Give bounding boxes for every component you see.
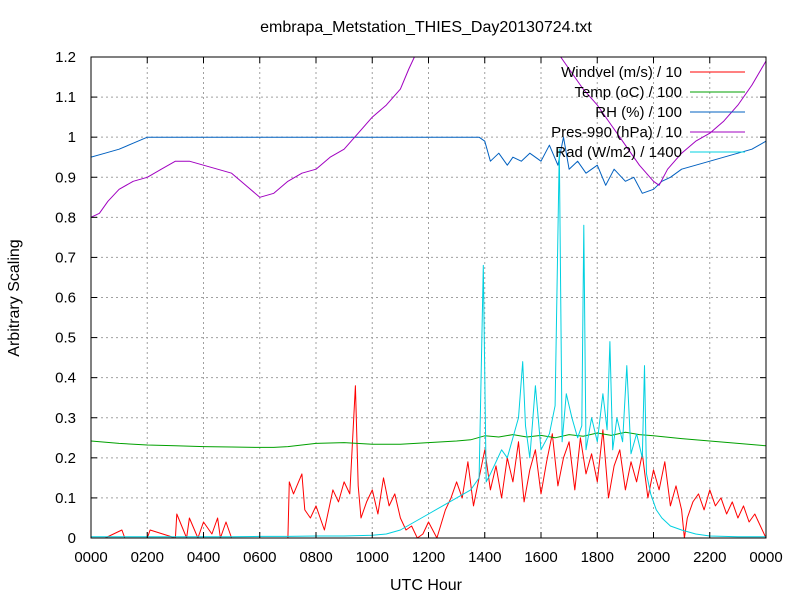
y-tick-label: 1.2 (55, 49, 76, 66)
series-line-1 (91, 385, 766, 538)
x-tick-label: 0200 (131, 549, 164, 566)
series-line-5 (91, 148, 766, 538)
x-tick-label: 2200 (693, 549, 726, 566)
x-tick-label: 0000 (749, 549, 782, 566)
x-tick-label: 1400 (468, 549, 501, 566)
legend: Windvel (m/s) / 10 Temp (oC) / 100 RH (%) … (551, 64, 745, 161)
legend-item: Temp (oC) / 100 (574, 84, 745, 101)
series-line-4 (91, 57, 766, 218)
y-tick-label: 0.8 (55, 209, 76, 226)
x-tick-label: 0400 (187, 549, 220, 566)
y-tick-label: 0 (68, 530, 76, 547)
x-tick-label: 0800 (299, 549, 332, 566)
x-axis-title: UTC Hour (390, 577, 463, 594)
legend-label: Temp (oC) / 100 (574, 84, 682, 101)
y-tick-label: 0.6 (55, 290, 76, 307)
legend-item: Windvel (m/s) / 10 (561, 64, 745, 81)
axes: 0 0.1 0.2 0.3 0.4 0.5 0.6 0.7 0.8 0.9 1 1.1 1.2 0000 0… (55, 49, 783, 566)
legend-label: Rad (W/m2) / 1400 (555, 144, 682, 161)
x-tick-label: 0000 (74, 549, 107, 566)
x-tick-label: 1000 (356, 549, 389, 566)
y-tick-label: 0.5 (55, 330, 76, 347)
y-axis-title: Arbitrary Scaling (6, 239, 23, 356)
legend-item: Rad (W/m2) / 1400 (555, 144, 745, 161)
y-tick-label: 0.9 (55, 169, 76, 186)
y-tick-label: 0.7 (55, 249, 76, 266)
series-line-2 (91, 431, 766, 448)
y-tick-label: 0.2 (55, 450, 76, 467)
legend-label: Pres-990 (hPa) / 10 (551, 124, 682, 141)
x-tick-label: 1800 (581, 549, 614, 566)
series-line-3 (91, 136, 766, 194)
x-tick-label: 2000 (637, 549, 670, 566)
y-tick-label: 0.4 (55, 370, 76, 387)
x-tick-label: 0600 (243, 549, 276, 566)
legend-item: Pres-990 (hPa) / 10 (551, 124, 745, 141)
legend-label: Windvel (m/s) / 10 (561, 64, 682, 81)
x-tick-label: 1200 (412, 549, 445, 566)
series-lines (91, 57, 766, 538)
y-tick-label: 1 (68, 129, 76, 146)
chart-title: embrapa_Metstation_THIES_Day20130724.txt (260, 19, 592, 36)
legend-label: RH (%) / 100 (595, 104, 682, 121)
legend-item: RH (%) / 100 (595, 104, 745, 121)
x-tick-label: 1600 (524, 549, 557, 566)
y-tick-label: 1.1 (55, 89, 76, 106)
y-tick-label: 0.1 (55, 490, 76, 507)
plot-frame (90, 56, 767, 539)
y-tick-label: 0.3 (55, 410, 76, 427)
